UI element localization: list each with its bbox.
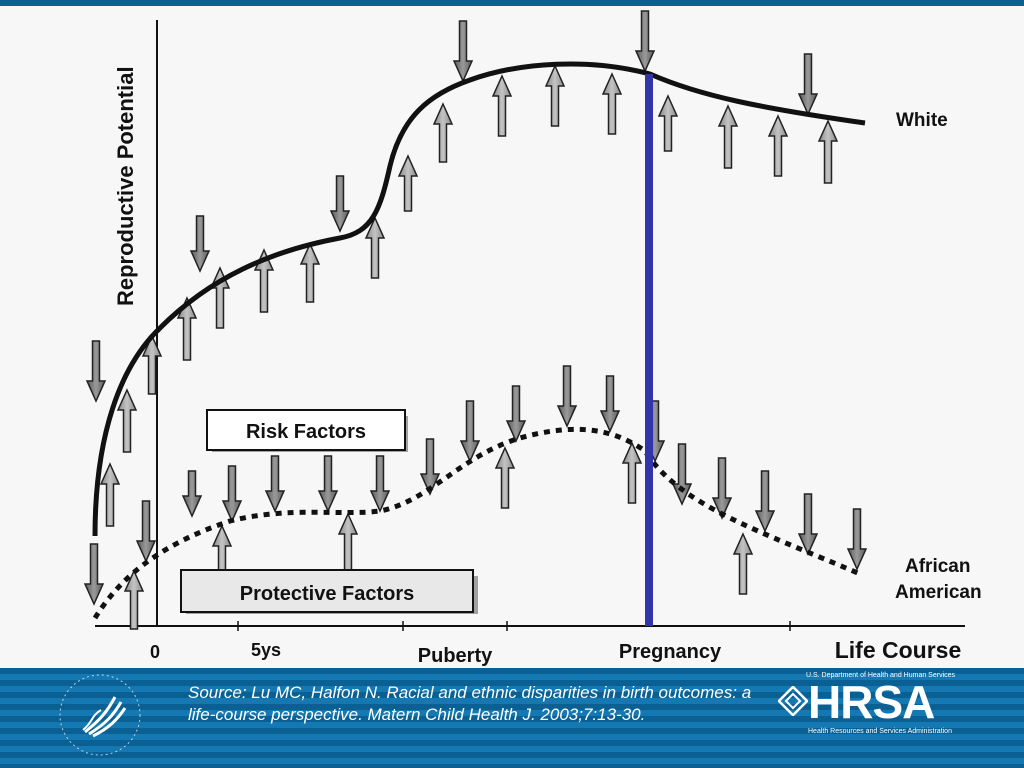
risk-factor-arrow (317, 455, 339, 513)
protective-factor-arrow (337, 512, 359, 571)
hrsa-department-text: U.S. Department of Health and Human Serv… (806, 672, 956, 679)
risk-factor-arrow (264, 455, 286, 513)
protective-factor-arrow (397, 154, 419, 212)
african-american-label-line1: African (905, 556, 970, 577)
risk-factor-arrow (181, 470, 203, 518)
hrsa-wordmark: HRSA (808, 676, 935, 728)
risk-factor-arrow (459, 400, 481, 463)
protective-factor-arrow (494, 446, 516, 509)
hrsa-diamond-icon (778, 686, 808, 716)
risk-factor-arrow (221, 465, 243, 523)
risk-factor-arrow (189, 215, 211, 273)
footer-bar: Source: Lu MC, Halfon N. Racial and ethn… (0, 668, 1024, 768)
protective-factor-arrow (176, 296, 198, 361)
life-course-diagram: Risk Factors Protective Factors Reproduc… (83, 10, 982, 667)
risk-factor-arrow (85, 340, 107, 403)
risk-factors-box: Risk Factors (206, 409, 408, 452)
protective-factor-arrow (544, 64, 566, 127)
risk-factor-arrow (846, 508, 868, 571)
protective-factor-arrow (432, 102, 454, 163)
slide-canvas: Risk Factors Protective Factors Reproduc… (0, 6, 1024, 668)
source-citation: Source: Lu MC, Halfon N. Racial and ethn… (188, 683, 752, 724)
risk-factor-arrow (634, 10, 656, 73)
protective-factor-arrow (601, 72, 623, 135)
y-axis-label: Reproductive Potential (113, 66, 138, 306)
protective-factor-arrow (817, 119, 839, 184)
protective-factor-arrow (141, 334, 163, 395)
protective-factor-arrow (767, 114, 789, 177)
risk-factor-arrow (797, 493, 819, 556)
risk-factor-arrow (329, 175, 351, 233)
risk-factor-arrow (505, 385, 527, 443)
protective-factor-arrow (621, 441, 643, 504)
protective-factor-arrow (253, 248, 275, 313)
hrsa-subtitle: Health Resources and Services Administra… (808, 728, 952, 735)
x-axis-label: Life Course (835, 637, 962, 663)
hhs-seal-icon (59, 674, 141, 756)
hrsa-logo: U.S. Department of Health and Human Serv… (778, 670, 978, 740)
risk-factor-arrow (419, 438, 441, 496)
protective-factor-arrow (657, 94, 679, 152)
protective-factor-arrow (299, 242, 321, 303)
x-tick-label-puberty: Puberty (418, 645, 493, 667)
white-curve (92, 61, 866, 537)
factor-arrows (83, 10, 868, 630)
white-curve-label: White (896, 110, 948, 131)
protective-factors-label: Protective Factors (240, 583, 415, 605)
protective-factor-arrow (123, 569, 145, 630)
protective-factor-arrow (116, 388, 138, 453)
protective-factor-arrow (99, 462, 121, 527)
protective-factor-arrow (732, 532, 754, 595)
risk-factor-arrow (711, 457, 733, 520)
protective-factor-arrow (491, 74, 513, 137)
risk-factor-arrow (452, 20, 474, 83)
risk-factor-arrow (599, 375, 621, 433)
x-tick-label-0: 0 (150, 642, 160, 662)
protective-factor-arrow (717, 104, 739, 169)
risk-factor-arrow (671, 443, 693, 506)
risk-factors-label: Risk Factors (246, 421, 366, 443)
risk-factor-arrow (369, 455, 391, 513)
risk-factor-arrow (797, 53, 819, 116)
protective-factor-arrow (211, 524, 233, 573)
african-american-label-line2: American (895, 582, 982, 603)
risk-factor-arrow (556, 365, 578, 428)
protective-factors-box: Protective Factors (180, 569, 478, 614)
x-tick-label-5ys: 5ys (251, 640, 281, 660)
risk-factor-arrow (83, 543, 105, 606)
risk-factor-arrow (135, 500, 157, 563)
x-tick-label-pregnancy: Pregnancy (619, 641, 722, 663)
protective-factor-arrow (364, 216, 386, 279)
risk-factor-arrow (754, 470, 776, 533)
